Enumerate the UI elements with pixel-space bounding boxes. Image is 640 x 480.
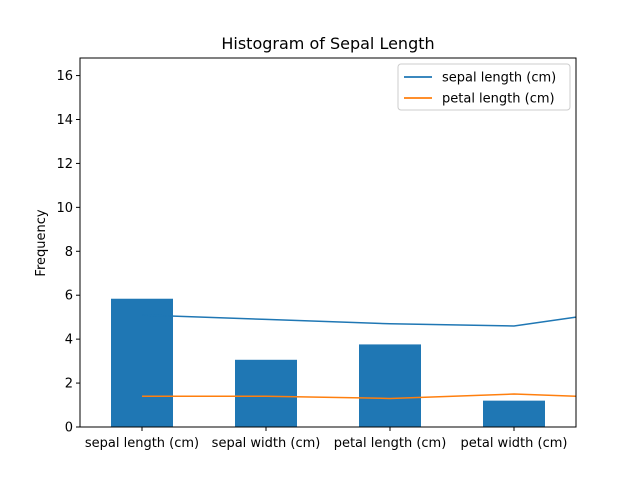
y-axis-label: Frequency (34, 209, 49, 276)
lines (141, 314, 577, 400)
legend-label-1: petal length (cm) (442, 92, 555, 107)
bar-1 (235, 359, 297, 427)
y-tick-label-8: 16 (56, 69, 73, 84)
y-tick-label-1: 2 (65, 377, 73, 392)
legend-label-0: sepal length (cm) (442, 71, 556, 86)
bar-0 (111, 298, 173, 427)
y-tick-label-3: 6 (65, 289, 73, 304)
y-tick-label-2: 4 (65, 333, 73, 348)
bars (111, 298, 545, 427)
series-line-1 (142, 393, 577, 400)
chart-title: Histogram of Sepal Length (221, 34, 434, 53)
bar-2 (359, 344, 421, 427)
x-tick-label-0: sepal length (cm) (85, 436, 199, 451)
x-tick-label-3: petal width (cm) (461, 436, 568, 451)
y-tick-label-0: 0 (65, 421, 73, 436)
x-tick-label-2: petal length (cm) (334, 436, 447, 451)
legend-box (397, 63, 571, 111)
legend: sepal length (cm) petal length (cm) (397, 63, 571, 111)
series-line-0 (141, 314, 577, 327)
y-tick-label-7: 14 (56, 113, 73, 128)
y-axis: 0 2 4 6 8 10 12 14 16 (56, 69, 80, 436)
y-tick-label-5: 10 (56, 201, 73, 216)
y-tick-label-4: 8 (65, 245, 73, 260)
x-axis: sepal length (cm) sepal width (cm) petal l… (85, 427, 568, 451)
plot-frame (79, 57, 577, 428)
y-tick-label-6: 12 (56, 157, 73, 172)
x-tick-label-1: sepal width (cm) (212, 436, 321, 451)
bar-3 (483, 400, 545, 427)
